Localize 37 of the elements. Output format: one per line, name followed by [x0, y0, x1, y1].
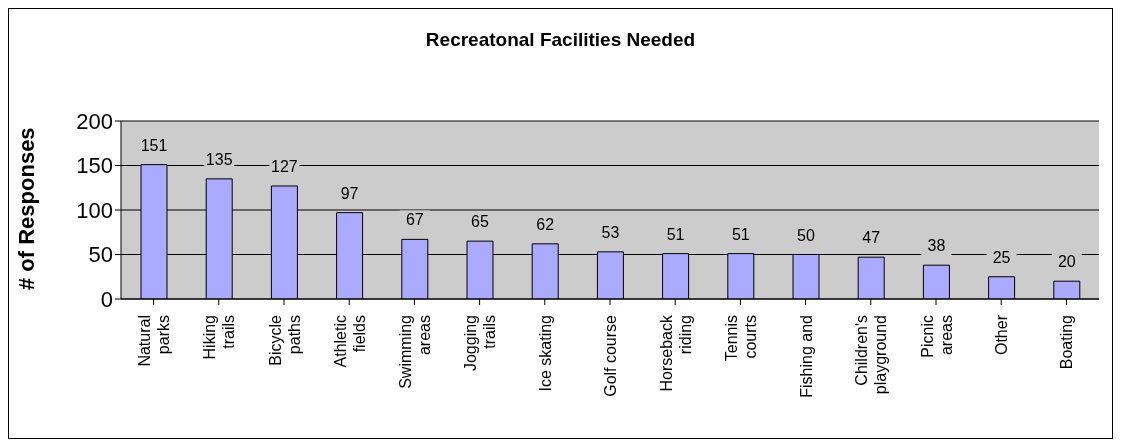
x-tick-label: Natural parks	[136, 315, 173, 367]
data-label: 53	[601, 223, 620, 241]
data-label: 127	[271, 157, 298, 175]
data-label: 25	[992, 248, 1011, 266]
x-tick-label: Bicycle paths	[266, 314, 303, 366]
x-tick-label: Golf course	[602, 314, 619, 397]
data-label: 65	[471, 213, 489, 231]
x-tick-label: Hiking trails	[201, 315, 238, 360]
y-tick-label: 100	[76, 197, 113, 223]
chart-title: Recreatonal Facilities Needed	[424, 29, 697, 51]
x-tick-label: Picnic areas	[918, 315, 955, 358]
x-tick-label: Children's playground	[853, 315, 890, 395]
x-tick-label: Swimming areas	[396, 315, 433, 389]
x-tick-label: Boating	[1058, 315, 1076, 370]
data-label: 47	[862, 229, 881, 247]
y-axis-title: # of Responses	[13, 127, 39, 290]
data-label: 51	[666, 225, 685, 243]
x-tick-label: Fishing and	[797, 315, 815, 398]
data-label: 151	[140, 136, 168, 154]
data-label: 135	[205, 150, 233, 168]
x-tick-label: Athletic fields	[331, 315, 368, 368]
data-label: 51	[731, 225, 750, 243]
data-label: 20	[1057, 253, 1076, 271]
x-tick-label: Horseback riding	[657, 314, 694, 392]
y-tick-label: 150	[76, 153, 113, 179]
data-label: 38	[927, 237, 946, 255]
data-label: 97	[340, 184, 359, 202]
y-tick-label: 50	[88, 242, 113, 268]
x-tick-label: Tennis courts	[722, 315, 759, 362]
x-tick-label: Ice skating	[536, 315, 554, 392]
data-label: 62	[536, 215, 555, 233]
y-tick-label: 0	[100, 286, 113, 312]
x-tick-label: Jogging trails	[462, 315, 499, 372]
y-tick-label: 200	[76, 108, 113, 134]
x-tick-label: Other	[993, 314, 1011, 356]
data-label: 67	[405, 211, 424, 229]
data-label: 50	[797, 226, 815, 244]
